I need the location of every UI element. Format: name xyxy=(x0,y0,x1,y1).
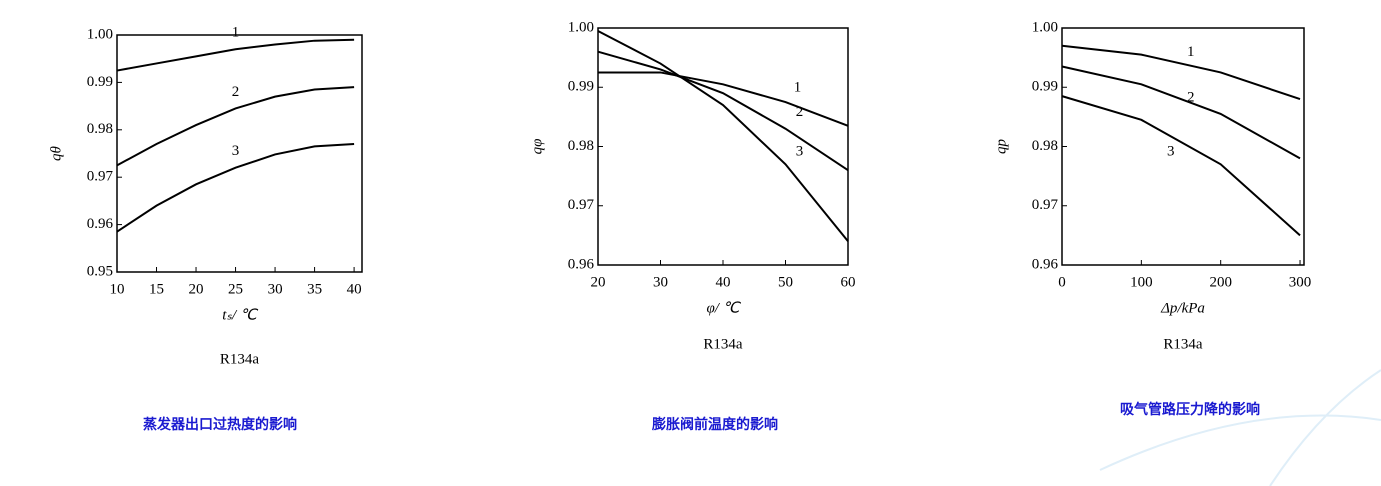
curve-label: 1 xyxy=(232,25,240,41)
y-tick-label: 1.00 xyxy=(568,19,594,35)
y-tick-label: 0.98 xyxy=(87,121,113,137)
line xyxy=(597,30,849,242)
x-tick-label: 30 xyxy=(653,274,668,290)
x-tick-label: 0 xyxy=(1058,274,1066,290)
curve-label: 2 xyxy=(232,84,240,100)
x-tick-label: 300 xyxy=(1289,274,1312,290)
x-tick-label: 35 xyxy=(307,281,322,297)
x-tick-label: 200 xyxy=(1209,274,1232,290)
line xyxy=(116,38,355,72)
x-axis-label: tₛ/ ℃ xyxy=(222,307,259,323)
curve-label: 1 xyxy=(794,80,802,96)
y-tick-label: 0.99 xyxy=(568,79,594,95)
y-axis-label: qθ xyxy=(48,145,64,161)
y-tick-label: 1.00 xyxy=(1032,19,1058,35)
x-axis-label: Δp/kPa xyxy=(1160,300,1205,316)
subtitle: R134a xyxy=(703,336,743,352)
y-tick-label: 0.98 xyxy=(1032,138,1058,154)
caption: 膨胀阀前温度的影响 xyxy=(652,416,778,433)
x-tick-label: 20 xyxy=(591,274,606,290)
y-tick-label: 1.00 xyxy=(87,26,113,42)
y-tick-label: 0.97 xyxy=(568,197,595,213)
x-axis-label: φ/ ℃ xyxy=(706,300,741,316)
y-tick-label: 0.97 xyxy=(87,169,114,185)
y-tick-label: 0.97 xyxy=(1032,197,1059,213)
caption: 吸气管路压力降的影响 xyxy=(1120,401,1260,418)
x-tick-label: 10 xyxy=(110,281,125,297)
decoration xyxy=(1269,369,1381,486)
x-tick-label: 60 xyxy=(841,274,856,290)
subtitle: R134a xyxy=(1163,336,1203,352)
x-tick-label: 30 xyxy=(268,281,283,297)
line xyxy=(1061,65,1301,160)
y-tick-label: 0.95 xyxy=(87,263,113,279)
x-tick-label: 40 xyxy=(347,281,362,297)
line xyxy=(116,86,355,167)
y-tick-label: 0.96 xyxy=(87,216,114,232)
x-tick-label: 100 xyxy=(1130,274,1153,290)
y-axis-label: qp xyxy=(993,139,1009,155)
caption: 蒸发器出口过热度的影响 xyxy=(143,416,297,433)
line xyxy=(1061,44,1301,101)
line xyxy=(597,50,849,172)
curve-label: 2 xyxy=(1187,89,1195,105)
x-tick-label: 20 xyxy=(189,281,204,297)
curve-label: 2 xyxy=(796,104,804,120)
y-tick-label: 0.98 xyxy=(568,138,594,154)
curve-label: 3 xyxy=(232,143,240,159)
line xyxy=(598,71,849,127)
subtitle: R134a xyxy=(220,351,260,367)
decoration xyxy=(1099,414,1381,471)
line xyxy=(1061,95,1301,237)
curve-label: 1 xyxy=(1187,44,1195,60)
line xyxy=(116,143,355,233)
y-tick-label: 0.96 xyxy=(1032,256,1059,272)
x-tick-label: 15 xyxy=(149,281,164,297)
x-tick-label: 40 xyxy=(716,274,731,290)
y-tick-label: 0.99 xyxy=(1032,79,1058,95)
curve-label: 3 xyxy=(796,144,804,160)
plot-frame xyxy=(116,34,363,273)
y-tick-label: 0.99 xyxy=(87,74,113,90)
x-tick-label: 25 xyxy=(228,281,243,297)
y-axis-label: qφ xyxy=(529,139,545,155)
y-tick-label: 0.96 xyxy=(568,256,595,272)
curve-label: 3 xyxy=(1167,144,1175,160)
x-tick-label: 50 xyxy=(778,274,793,290)
